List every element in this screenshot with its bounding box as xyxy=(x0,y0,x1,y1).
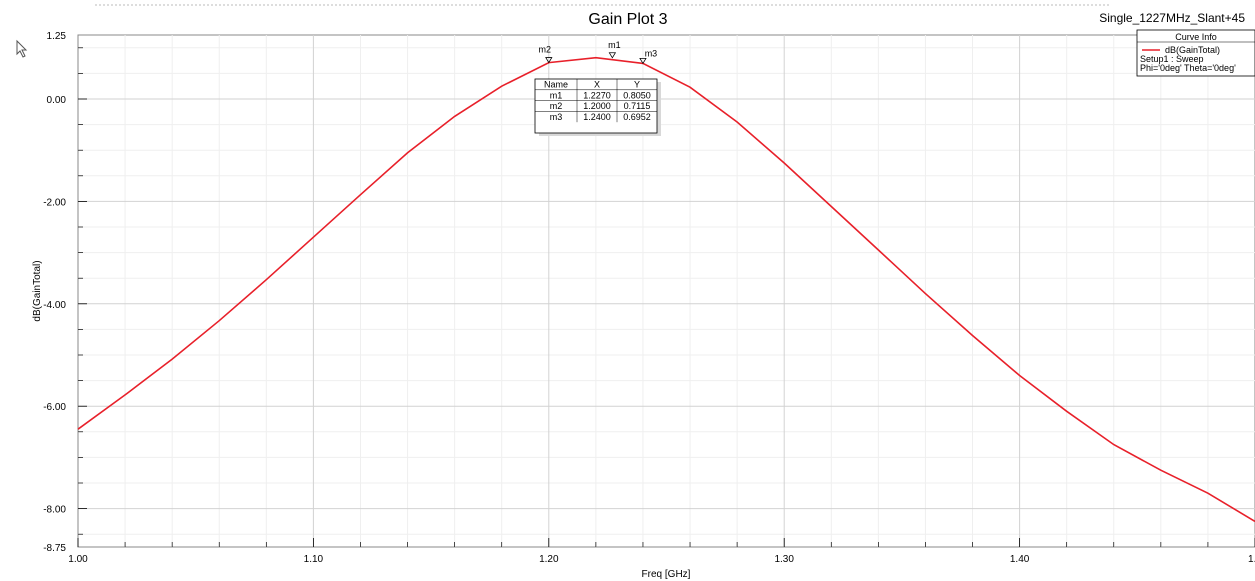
marker-table-cell: 0.6952 xyxy=(623,112,651,122)
marker-table-header: Y xyxy=(634,80,640,90)
y-tick-label: 1.25 xyxy=(47,31,67,42)
y-tick-label: -4.00 xyxy=(43,300,66,311)
x-tick-label: 1.10 xyxy=(304,554,324,565)
marker-m2-symbol xyxy=(545,57,553,64)
markers-layer: m1 m2 m3 xyxy=(539,40,658,65)
x-tick-labels: 1.00 1.10 1.20 1.30 1.40 1.5 xyxy=(68,554,1255,565)
plot-area[interactable] xyxy=(77,34,1255,548)
legend-title: Curve Info xyxy=(1175,32,1217,42)
x-tick-label: 1.5 xyxy=(1248,554,1255,565)
y-tick-label: -8.75 xyxy=(43,543,66,554)
marker-table-cell: 1.2270 xyxy=(583,90,611,100)
x-tick-label: 1.20 xyxy=(539,554,559,565)
y-tick-labels: 1.25 0.00 -2.00 -4.00 -6.00 -8.00 -8.75 xyxy=(43,31,66,554)
y-tick-label: 0.00 xyxy=(47,95,67,106)
marker-table-header: X xyxy=(594,80,600,90)
marker-m3-symbol xyxy=(639,58,647,65)
x-tick-label: 1.00 xyxy=(68,554,88,565)
legend-setup-line: Setup1 : Sweep xyxy=(1140,54,1204,64)
legend-entry-label: dB(GainTotal) xyxy=(1165,45,1220,55)
y-tick-label: -8.00 xyxy=(43,505,66,516)
marker-table-cell: 0.7115 xyxy=(624,101,651,111)
legend[interactable]: Curve Info dB(GainTotal) Setup1 : Sweep … xyxy=(1136,29,1255,77)
x-tick-label: 1.30 xyxy=(774,554,794,565)
marker-table-cell: m1 xyxy=(550,90,563,100)
series-layer xyxy=(77,56,1255,523)
marker-table-cell: m3 xyxy=(550,112,563,122)
marker-table-cell: m2 xyxy=(550,101,563,111)
marker-table-cell: 1.2000 xyxy=(583,101,611,111)
chart-title: Gain Plot 3 xyxy=(588,11,667,28)
project-label: Single_1227MHz_Slant+45 xyxy=(1099,11,1245,25)
legend-box xyxy=(1136,29,1255,77)
marker-table-cell: 1.2400 xyxy=(583,112,611,122)
marker-m1-label: m1 xyxy=(608,40,621,50)
grid-lines xyxy=(78,35,1255,547)
arrow-cursor-icon xyxy=(16,39,28,58)
marker-table-header: Name xyxy=(544,80,568,90)
y-axis-label: dB(GainTotal) xyxy=(32,260,43,321)
legend-angle-line: Phi='0deg' Theta='0deg' xyxy=(1140,63,1236,73)
x-tick-label: 1.40 xyxy=(1010,554,1030,565)
marker-table-cell: 0.8050 xyxy=(623,90,651,100)
x-axis-label: Freq [GHz] xyxy=(642,569,691,580)
marker-m2-label: m2 xyxy=(539,45,552,55)
gain-curve xyxy=(77,56,1255,523)
marker-m3-label: m3 xyxy=(645,48,658,58)
axis-ticks xyxy=(77,47,1255,547)
y-tick-label: -2.00 xyxy=(43,197,66,208)
y-tick-label: -6.00 xyxy=(43,402,66,413)
marker-table[interactable]: Name X Ym1 1.2270 0.8050 m2 1.2000 0.7115 m3 1.24… xyxy=(534,78,661,136)
marker-m1-symbol xyxy=(608,52,617,59)
marker-table-box xyxy=(534,78,658,134)
